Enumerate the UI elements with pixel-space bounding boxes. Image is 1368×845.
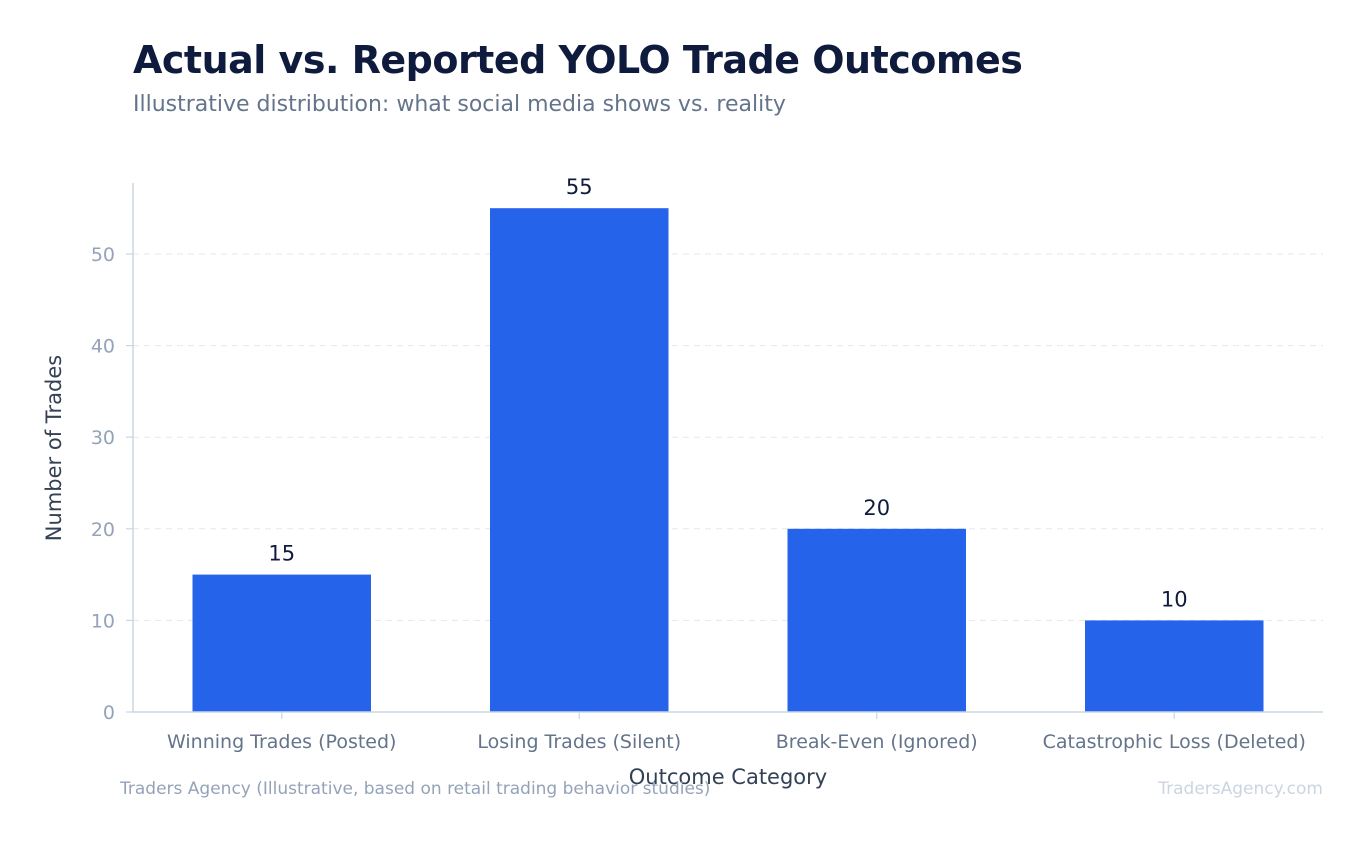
y-tick-label: 0	[103, 702, 115, 724]
y-tick-label: 20	[91, 519, 115, 541]
bar	[787, 528, 966, 712]
bar-value-label: 55	[566, 175, 593, 199]
bar	[1085, 620, 1264, 712]
y-tick-label: 40	[91, 336, 115, 358]
y-tick-label: 50	[91, 244, 115, 266]
x-tick-label: Winning Trades (Posted)	[167, 731, 396, 753]
y-axis-title: Number of Trades	[42, 355, 66, 541]
bar	[490, 208, 669, 712]
bar-value-label: 20	[863, 496, 890, 520]
y-tick-label: 10	[91, 610, 115, 632]
y-axis-ticks: 0 10 20 30 40 50	[91, 244, 133, 724]
x-tick-label: Break-Even (Ignored)	[776, 731, 978, 753]
source-note: Traders Agency (Illustrative, based on r…	[120, 779, 711, 799]
chart-title: Actual vs. Reported YOLO Trade Outcomes	[133, 38, 1023, 82]
x-axis-title: Outcome Category	[629, 765, 827, 789]
y-tick-label: 30	[91, 427, 115, 449]
bar-value-label: 10	[1161, 587, 1188, 611]
chart-subtitle: Illustrative distribution: what social m…	[133, 92, 786, 117]
value-labels: 15 55 20 10	[268, 175, 1187, 611]
x-tick-label: Catastrophic Loss (Deleted)	[1043, 731, 1306, 753]
brand-watermark: TradersAgency.com	[1158, 779, 1323, 799]
x-tick-label: Losing Trades (Silent)	[477, 731, 681, 753]
gridlines	[133, 253, 1323, 621]
bar-value-label: 15	[268, 542, 295, 566]
bar	[192, 574, 371, 712]
bars	[192, 208, 1264, 712]
x-axis-ticks: Winning Trades (Posted) Losing Trades (Si…	[167, 712, 1306, 753]
